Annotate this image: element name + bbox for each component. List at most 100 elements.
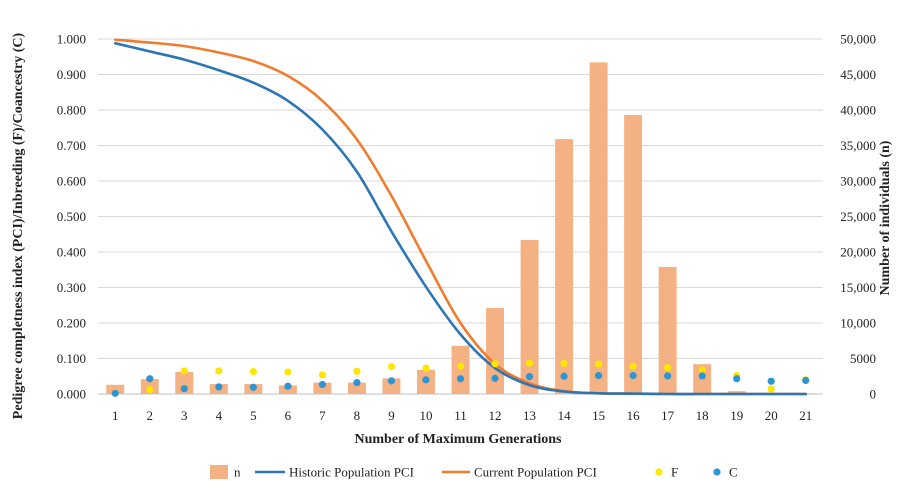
c-point — [802, 376, 810, 385]
f-point — [422, 364, 430, 372]
f-point — [560, 359, 568, 368]
c-point — [560, 372, 568, 380]
y-right-tick-label: 0 — [870, 387, 877, 402]
y-left-tick-label: 0.700 — [57, 138, 86, 153]
y-left-tick-label: 0.500 — [57, 209, 86, 224]
f-point — [525, 359, 534, 367]
f-point — [146, 386, 154, 394]
y-right-tick-label: 45,000 — [840, 67, 876, 82]
c-point — [525, 373, 534, 381]
x-tick-label: 9 — [388, 408, 395, 423]
n-bar — [451, 345, 470, 394]
n-bar — [624, 114, 643, 394]
f-point — [387, 363, 396, 371]
n-bar — [658, 266, 677, 394]
c-point — [284, 382, 292, 390]
y-left-tick-label: 0.100 — [57, 351, 86, 366]
historic-pci-line — [113, 41, 808, 396]
legend-label-n: n — [234, 465, 241, 480]
x-tick-label: 18 — [696, 408, 709, 423]
f-point — [318, 371, 327, 379]
f-point — [215, 367, 223, 375]
y-right-tick-label: 35,000 — [840, 138, 876, 153]
y-right-tick-label: 50,000 — [840, 32, 876, 47]
f-point — [284, 368, 292, 376]
y-axis-left-title: Pedigree completness index (PCI)/Inbreed… — [11, 32, 26, 419]
f-point — [491, 360, 499, 368]
y-right-tick-label: 5000 — [850, 351, 876, 366]
y-right-tick-label: 15,000 — [840, 280, 876, 295]
x-tick-label: 17 — [661, 408, 675, 423]
y-axis-left: 0.000 0.100 0.200 0.300 0.400 0.500 0.600 0.700… — [57, 32, 86, 402]
c-point — [249, 383, 257, 391]
y-left-tick-label: 0.000 — [57, 387, 86, 402]
y-left-tick-label: 0.600 — [57, 174, 86, 189]
legend: n Historic Population PCI Current Populati… — [210, 465, 738, 480]
x-axis: 1 2 3 4 5 6 7 8 9 10 11 12 13 14 15 16 17 18 19 20 21 — [112, 408, 812, 423]
y-right-tick-label: 10,000 — [840, 316, 876, 331]
c-point — [111, 389, 119, 397]
f-point — [180, 367, 188, 375]
y-right-tick-label: 20,000 — [840, 245, 876, 260]
c-point — [594, 371, 603, 380]
legend-label-c: C — [729, 465, 738, 480]
pci-lines — [113, 38, 808, 396]
c-point — [698, 372, 706, 380]
n-bar — [175, 371, 194, 394]
y-left-tick-label: 0.400 — [57, 245, 86, 260]
y-right-tick-label: 30,000 — [840, 174, 876, 189]
legend-label-current: Current Population PCI — [474, 465, 597, 480]
c-point — [422, 376, 430, 384]
c-point — [629, 371, 637, 380]
y-left-tick-label: 0.900 — [57, 67, 86, 82]
n-bar — [727, 391, 746, 394]
y-axis-right-title: Number of individuals (n) — [878, 140, 893, 295]
c-point — [215, 383, 223, 391]
f-point — [629, 362, 637, 370]
legend-swatch-n — [210, 465, 228, 479]
x-tick-label: 14 — [558, 408, 572, 423]
c-point — [146, 375, 154, 383]
x-tick-label: 4 — [216, 408, 223, 423]
legend-label-historic: Historic Population PCI — [289, 465, 414, 480]
y-axis-right: 0 5000 10,000 15,000 20,000 25,000 30,000 35,00… — [840, 32, 876, 402]
x-axis-title: Number of Maximum Generations — [355, 432, 563, 447]
c-point — [318, 380, 327, 389]
x-tick-label: 12 — [489, 408, 502, 423]
x-tick-label: 5 — [250, 408, 257, 423]
legend-swatch-c — [713, 468, 721, 476]
f-point — [353, 367, 361, 375]
x-tick-label: 7 — [319, 408, 326, 423]
c-point — [664, 372, 672, 380]
c-point — [387, 377, 396, 385]
x-tick-label: 3 — [181, 408, 188, 423]
f-point — [249, 368, 257, 376]
f-point — [664, 364, 672, 372]
x-tick-label: 19 — [730, 408, 743, 423]
y-left-tick-label: 1.000 — [57, 32, 86, 47]
y-left-tick-label: 0.200 — [57, 316, 86, 331]
y-right-tick-label: 25,000 — [840, 209, 876, 224]
x-tick-label: 15 — [592, 408, 605, 423]
legend-label-f: F — [671, 465, 678, 480]
n-bar — [313, 382, 332, 394]
c-point — [353, 379, 361, 387]
x-tick-label: 10 — [419, 408, 432, 423]
y-left-tick-label: 0.800 — [57, 103, 86, 118]
n-bar — [555, 139, 574, 394]
x-tick-label: 2 — [147, 408, 154, 423]
c-point — [491, 374, 499, 382]
n-bar — [589, 62, 608, 395]
f-point — [594, 360, 603, 368]
n-bar — [347, 382, 366, 394]
x-tick-label: 20 — [765, 408, 778, 423]
legend-swatch-f — [655, 468, 663, 476]
f-point — [456, 362, 465, 370]
y-left-tick-label: 0.300 — [57, 280, 86, 295]
c-point — [733, 375, 741, 383]
n-bar — [382, 378, 401, 394]
y-right-tick-label: 40,000 — [840, 103, 876, 118]
c-point — [456, 375, 465, 383]
n-bar — [520, 239, 539, 394]
